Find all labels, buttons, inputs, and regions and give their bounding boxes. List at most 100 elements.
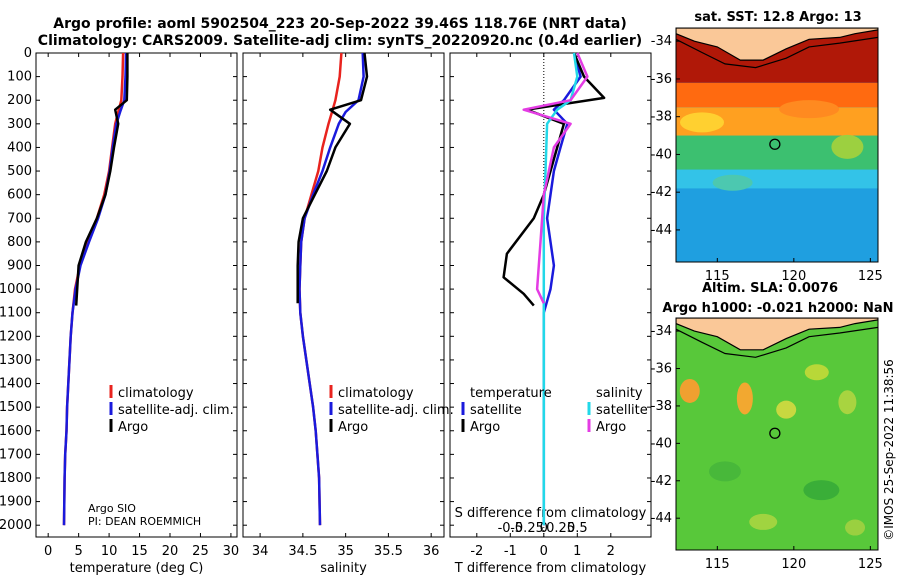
series-satellite-adj-clim- — [298, 52, 365, 526]
x-top-tick-label: 0.25 — [546, 521, 575, 536]
land — [676, 318, 878, 351]
legend-satellite-label: satellite-adj. clim. — [118, 403, 234, 418]
x-top-tick-label: -0.5 — [498, 521, 523, 536]
lat-tick-label: -40 — [651, 147, 672, 162]
sla-anomaly — [838, 390, 857, 415]
lat-tick-label: -38 — [651, 399, 672, 414]
x-tick-label: 0 — [540, 544, 548, 559]
y-tick-label: 900 — [7, 258, 32, 273]
y-tick-label: 2000 — [0, 518, 32, 533]
plot-frame — [242, 52, 445, 538]
x-tick-label: 25 — [192, 544, 209, 559]
series-s-satellite — [542, 52, 579, 526]
salinity-panel: 34 34.5 35 35.5 36 salinity — [242, 52, 445, 576]
x-tick-label: -1 — [504, 544, 517, 559]
difference-legend: temperature salinity satellite Argo sate… — [461, 386, 648, 435]
shelf-contour — [676, 36, 878, 69]
x-tick-label: 10 — [101, 544, 118, 559]
y-tick-label: 400 — [7, 140, 32, 155]
sst-patch — [712, 174, 753, 191]
ocean-background — [676, 318, 878, 550]
series-t-argo — [502, 52, 606, 307]
map-layer — [676, 28, 878, 262]
sst-patch — [680, 112, 725, 133]
x-tick-label: 15 — [131, 544, 148, 559]
lat-tick-label: -36 — [651, 362, 672, 377]
timestamp-credit: ©IMOS 25-Sep-2022 11:38:56 — [882, 359, 896, 541]
series-argo — [74, 53, 129, 306]
temperature-panel: 0100200300400500600700800900100011001200… — [0, 46, 239, 576]
legend-temperature-heading: temperature — [470, 386, 552, 401]
x-tick-label: -2 — [470, 544, 483, 559]
legend-argo-label: Argo — [338, 420, 368, 435]
legend-t-satellite-label: satellite — [470, 403, 522, 418]
land — [676, 28, 878, 61]
lat-tick-label: -44 — [651, 511, 672, 526]
y-tick-label: 500 — [7, 164, 32, 179]
salinity-legend: climatology satellite-adj. clim. Argo — [329, 385, 454, 435]
y-tick-label: 300 — [7, 117, 32, 132]
sst-map: -34 -36 -38 -40 -42 -44 115 120 125 — [651, 27, 883, 284]
difference-panel: -2 -1 0 1 2 T difference from climatology -0.5… — [449, 52, 652, 576]
x-top-tick-label: 0 — [540, 521, 548, 536]
temperature-legend: climatology satellite-adj. clim. Argo — [109, 385, 234, 435]
lat-tick-label: -44 — [651, 223, 672, 238]
y-tick-label: 1400 — [0, 377, 32, 392]
figure-title-line1: Argo profile: aoml 5902504_223 20-Sep-20… — [53, 16, 627, 32]
legend-t-argo-label: Argo — [470, 420, 500, 435]
x-top-tick-label: -0.25 — [510, 521, 544, 536]
sst-band — [676, 169, 878, 189]
y-tick-label: 800 — [7, 235, 32, 250]
x-tick-label: 35.5 — [374, 544, 403, 559]
sla-anomaly — [736, 382, 753, 415]
sla-anomaly — [845, 519, 866, 536]
sla-anomaly — [804, 364, 829, 381]
lat-tick-label: -36 — [651, 72, 672, 87]
y-tick-label: 1600 — [0, 424, 32, 439]
y-tick-label: 1000 — [0, 282, 32, 297]
lon-tick-label: 115 — [705, 269, 730, 284]
lat-tick-label: -34 — [651, 34, 672, 49]
lat-tick-label: -40 — [651, 436, 672, 451]
x-axis-label: T difference from climatology — [454, 561, 647, 576]
y-tick-label: 700 — [7, 211, 32, 226]
series-s-argo — [522, 52, 589, 304]
sst-patch — [779, 100, 840, 119]
sla-map-title-line1: Altim. SLA: 0.0076 — [702, 281, 838, 296]
sla-map: -34 -36 -38 -40 -42 -44 115 120 125 — [651, 317, 883, 572]
y-tick-label: 600 — [7, 188, 32, 203]
y-tick-label: 1800 — [0, 471, 32, 486]
x-top-axis-label: S difference from climatology — [455, 506, 647, 521]
legend-climatology-label: climatology — [338, 386, 414, 401]
x-axis-label: temperature (deg C) — [70, 561, 204, 576]
lat-tick-label: -38 — [651, 110, 672, 125]
y-tick-label: 1500 — [0, 400, 32, 415]
y-tick-label: 0 — [24, 46, 32, 61]
y-tick-label: 1300 — [0, 353, 32, 368]
x-tick-label: 5 — [74, 544, 82, 559]
sst-band — [676, 82, 878, 108]
x-tick-label: 34 — [252, 544, 269, 559]
legend-s-argo-label: Argo — [596, 420, 626, 435]
sla-anomaly — [776, 400, 797, 419]
sla-anomaly — [749, 513, 778, 530]
y-tick-label: 1100 — [0, 306, 32, 321]
x-axis-label: salinity — [320, 561, 367, 576]
lat-tick-label: -42 — [651, 474, 672, 489]
legend-salinity-heading: salinity — [596, 386, 643, 401]
lon-tick-label: 120 — [781, 557, 806, 572]
x-tick-label: 36 — [423, 544, 440, 559]
legend-climatology-label: climatology — [118, 386, 194, 401]
sla-map-title-line2: Argo h1000: -0.021 h2000: NaN — [662, 301, 893, 316]
sst-map-title: sat. SST: 12.8 Argo: 13 — [694, 10, 861, 25]
x-tick-label: 35 — [337, 544, 354, 559]
y-tick-label: 1900 — [0, 495, 32, 510]
legend-s-satellite-label: satellite — [596, 403, 648, 418]
principal-investigator: PI: DEAN ROEMMICH — [88, 515, 201, 528]
x-tick-label: 0 — [44, 544, 52, 559]
x-tick-label: 34.5 — [288, 544, 317, 559]
series-climatology — [298, 52, 343, 526]
lon-tick-label: 125 — [858, 557, 883, 572]
x-tick-label: 30 — [223, 544, 240, 559]
